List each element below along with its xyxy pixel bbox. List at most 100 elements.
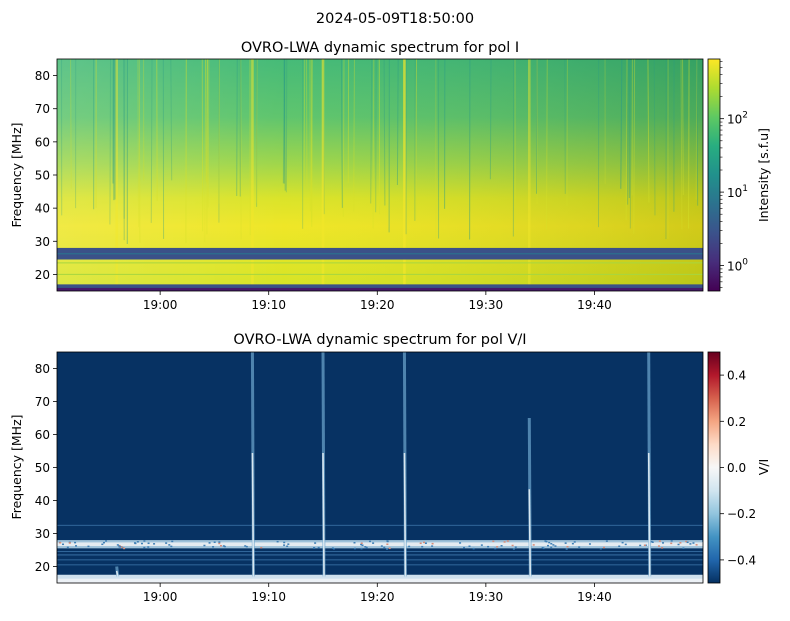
- colorbar-tick-label: 101: [727, 184, 748, 200]
- burst-core: [252, 453, 253, 576]
- mid-band-speckle: [431, 545, 433, 547]
- panel-1-ylabel: Frequency [MHz]: [9, 122, 24, 227]
- y-tick-label: 80: [35, 362, 50, 376]
- colorbar-tick-label: 0.2: [727, 415, 746, 429]
- mid-band-speckle: [165, 542, 167, 544]
- mid-band-speckle: [687, 542, 689, 544]
- mid-band-speckle: [548, 542, 550, 544]
- y-tick-label: 40: [35, 202, 50, 216]
- y-tick-label: 80: [35, 69, 50, 83]
- mid-band-speckle: [696, 544, 698, 546]
- mid-band-speckle: [496, 546, 498, 548]
- mid-band-speckle: [286, 546, 288, 548]
- mid-band-speckle: [468, 546, 470, 548]
- mid-band-speckle: [360, 548, 362, 550]
- mid-band-speckle: [682, 547, 684, 549]
- mid-band-speckle: [170, 546, 172, 548]
- mid-band-speckle: [425, 543, 427, 545]
- y-tick-label: 40: [35, 494, 50, 508]
- mid-band-speckle: [147, 546, 149, 548]
- texture-streak: [343, 59, 344, 217]
- mid-band-speckle: [153, 543, 155, 545]
- panel-2-ylabel: Frequency [MHz]: [9, 414, 24, 519]
- mid-band-speckle: [481, 544, 483, 546]
- x-tick-label: 19:40: [577, 298, 612, 312]
- texture-streak: [110, 59, 111, 224]
- mid-band-speckle: [224, 546, 226, 548]
- mid-band-speckle: [318, 547, 320, 549]
- mid-band-speckle: [283, 544, 285, 546]
- mid-band-speckle: [662, 542, 664, 544]
- y-tick-label: 20: [35, 560, 50, 574]
- mid-band-speckle: [658, 545, 660, 547]
- mid-band-speckle: [420, 543, 422, 545]
- mid-band-speckle: [141, 543, 143, 545]
- mid-band-speckle: [547, 545, 549, 547]
- x-tick-label: 19:20: [360, 590, 395, 604]
- mid-band-speckle: [105, 540, 107, 542]
- x-tick-label: 19:10: [251, 298, 286, 312]
- colorbar-tick-label: 102: [727, 111, 748, 127]
- mid-band-speckle: [689, 543, 691, 545]
- mid-band-speckle: [554, 545, 556, 547]
- mid-band-speckle: [600, 548, 602, 550]
- mid-band-speckle: [67, 547, 69, 549]
- colorbar-tick-label: 100: [727, 258, 748, 274]
- mid-band-speckle: [678, 544, 680, 546]
- mid-band-speckle: [566, 546, 568, 548]
- x-tick-label: 19:00: [143, 590, 178, 604]
- mid-band-speckle: [119, 546, 121, 548]
- colorbar-tick-label: 0.4: [727, 369, 746, 383]
- mid-band-speckle: [543, 548, 545, 550]
- mid-band-speckle: [622, 542, 624, 544]
- mid-band-speckle: [550, 543, 552, 545]
- colorbar-1-ticks: 100 101 102: [720, 62, 748, 288]
- mid-band-speckle: [487, 546, 489, 548]
- mid-band-speckle: [209, 542, 211, 544]
- mid-band-speckle: [203, 545, 205, 547]
- mid-band-speckle: [603, 547, 605, 549]
- mid-band-speckle: [369, 541, 371, 543]
- mid-band-speckle: [589, 543, 591, 545]
- texture-streak: [71, 59, 72, 189]
- mid-band-speckle: [545, 541, 547, 543]
- texture-streak: [312, 59, 313, 222]
- mid-band-speckle: [260, 547, 262, 549]
- burst-core: [404, 453, 405, 576]
- mid-band-speckle: [463, 547, 465, 549]
- y-tick-label: 30: [35, 527, 50, 541]
- texture-streak: [124, 59, 125, 240]
- mid-band-speckle: [492, 541, 494, 543]
- colorbar-tick-label: 0.0: [727, 461, 746, 475]
- colorbar-tick-label: −0.2: [727, 507, 756, 521]
- mid-band-speckle: [59, 542, 61, 544]
- burst-core: [117, 571, 118, 576]
- mid-band-speckle: [533, 544, 535, 546]
- mid-band-speckle: [459, 542, 461, 544]
- texture-streak: [689, 59, 690, 229]
- texture-streak: [310, 59, 311, 211]
- mid-band-speckle: [550, 547, 552, 549]
- texture-streak: [490, 59, 491, 179]
- texture-streak: [630, 59, 631, 228]
- x-tick-label: 19:30: [469, 298, 504, 312]
- y-tick-label: 70: [35, 102, 50, 116]
- mid-band-speckle: [381, 545, 383, 547]
- mid-band-speckle: [494, 548, 496, 550]
- mid-band-speckle: [659, 540, 661, 542]
- mid-band-speckle: [513, 548, 515, 550]
- mid-band-speckle: [168, 544, 170, 546]
- mid-band-speckle: [361, 543, 363, 545]
- colorbar-1: [708, 59, 720, 291]
- panel-1-title: OVRO-LWA dynamic spectrum for pol I: [241, 40, 519, 56]
- mid-band-speckle: [386, 540, 388, 542]
- texture-streak: [139, 59, 140, 243]
- mid-band-speckle: [389, 548, 391, 550]
- mid-band-speckle: [87, 546, 89, 548]
- mid-band-speckle: [134, 543, 136, 545]
- mid-band-speckle: [171, 541, 173, 543]
